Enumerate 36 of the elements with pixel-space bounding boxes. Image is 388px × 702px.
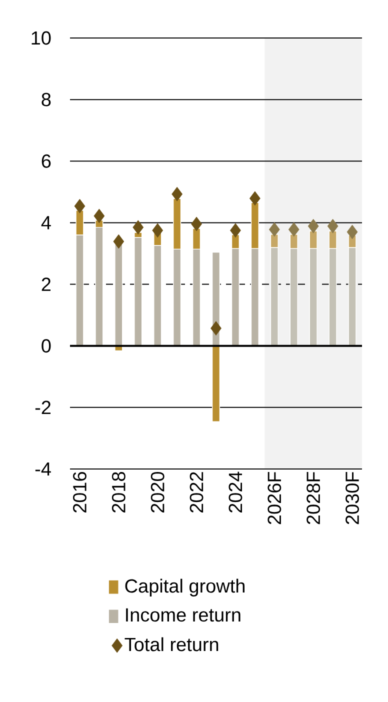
x-tick-label: 2020 xyxy=(150,472,164,513)
point xyxy=(152,223,164,238)
point xyxy=(172,186,183,202)
point xyxy=(210,321,222,336)
bar xyxy=(114,244,123,346)
point xyxy=(288,222,300,237)
x-tick-label: 2022 xyxy=(190,472,204,513)
x-tick-label: 2016 xyxy=(73,472,86,513)
point xyxy=(94,208,105,224)
point xyxy=(308,218,319,234)
x-tick-label: 2030F xyxy=(346,472,359,524)
point xyxy=(132,220,144,235)
y-tick-label: 0 xyxy=(42,339,51,353)
x-tick-label: 2028F xyxy=(306,472,320,524)
y-tick-label: -4 xyxy=(35,462,51,476)
point xyxy=(268,222,280,237)
point xyxy=(327,218,338,234)
point xyxy=(346,224,358,240)
point xyxy=(113,234,124,249)
point xyxy=(230,223,241,238)
point xyxy=(249,191,260,206)
y-tick-label: 8 xyxy=(42,92,51,106)
legend-label: Capital growth xyxy=(125,578,244,596)
bar xyxy=(212,346,220,422)
legend-label: Income return xyxy=(126,608,240,622)
y-tick-label: -2 xyxy=(35,400,51,414)
x-tick-label: 2018 xyxy=(112,472,126,513)
point xyxy=(191,216,202,232)
point xyxy=(74,198,86,214)
x-tick-label: 2026F xyxy=(268,472,282,524)
x-tick-label: 2024 xyxy=(228,472,242,513)
y-tick-label: 2 xyxy=(42,278,51,291)
y-tick-label: 10 xyxy=(32,31,51,45)
y-tick-label: 4 xyxy=(41,216,51,230)
legend-label: Total return xyxy=(124,637,218,652)
y-tick-label: 6 xyxy=(42,154,51,168)
